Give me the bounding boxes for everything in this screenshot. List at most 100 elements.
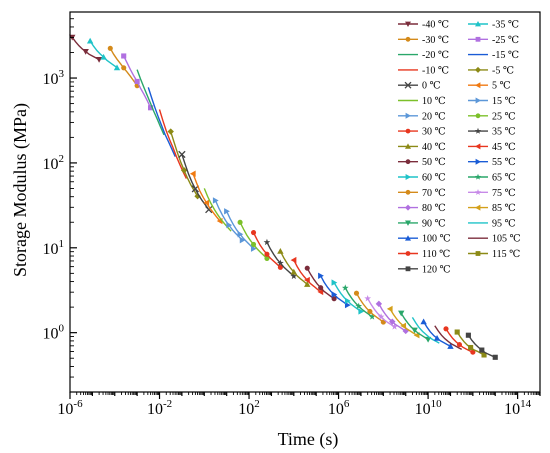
data-point [331,296,337,302]
legend-marker [405,266,411,272]
data-point [341,284,349,291]
data-point [386,305,393,313]
data-point [454,329,460,335]
legend-marker [405,159,411,165]
data-point [353,290,360,296]
legend-label: 40 ℃ [422,142,446,153]
data-point [317,288,324,296]
legend-marker [475,143,481,150]
data-point [367,308,373,315]
data-point [290,268,298,275]
series-3 [107,45,140,89]
legend-label: 25 ℃ [492,111,516,122]
data-point [212,197,219,204]
legend-label: 10 ℃ [422,96,446,107]
legend-marker [475,66,481,73]
data-point [465,332,471,338]
data-point [318,285,324,291]
data-point [447,343,454,349]
series-17 [277,247,311,287]
legend-label: 100 ℃ [422,234,451,245]
data-point [398,310,405,317]
legend-marker [405,189,411,195]
x-tick-label: 102 [238,398,259,418]
legend-item: 105 ℃ [468,234,521,245]
legend-item: 15 ℃ [468,96,516,107]
data-point [224,208,230,215]
data-point [107,45,113,51]
series-line [434,325,463,351]
data-point [277,264,283,270]
x-tick-label: 10-2 [147,398,172,418]
data-point [344,301,351,309]
series-29 [420,318,454,349]
legend-marker [475,158,481,165]
data-point [100,53,107,60]
x-tick-label: 1014 [504,398,532,418]
x-tick-label: 1010 [415,398,443,418]
series-line [136,69,165,136]
legend-label: 70 ℃ [422,188,446,199]
y-tick-label: 103 [43,68,65,88]
data-point [167,128,174,135]
legend-label: -40 ℃ [422,20,449,31]
data-point [95,57,103,63]
legend-label: 15 ℃ [492,96,516,107]
legend-item: 20 ℃ [398,111,446,122]
data-point [290,256,297,264]
legend-item: 70 ℃ [398,188,446,199]
legend-item: 75 ℃ [468,188,516,199]
legend-item: 120 ℃ [398,264,451,275]
legend-item: -30 ℃ [398,35,449,46]
legend-label: -25 ℃ [492,35,519,46]
legend-marker [475,113,481,119]
legend-label: 95 ℃ [492,218,516,229]
legend-marker [405,143,411,149]
legend-item: 0 ℃ [398,81,441,92]
legend-item: -5 ℃ [468,65,514,76]
legend-item: -15 ℃ [468,50,519,61]
data-point [86,37,94,44]
data-point [481,352,487,358]
series-27 [398,310,432,343]
legend-label: 65 ℃ [492,173,516,184]
data-point [331,291,338,298]
y-axis-title: Storage Modulus (MPa) [10,103,31,277]
series-33 [465,332,498,360]
series-4 [121,53,154,111]
axes: 10-6 10-2 102 106 1010 1014 100 101 102 103 [43,11,541,418]
series-18 [290,256,324,296]
legend-item: 45 ℃ [468,142,516,153]
series-5 [136,69,165,136]
legend-item: 80 ℃ [398,203,446,214]
data-point [420,318,427,325]
legend-item: -10 ℃ [398,65,449,76]
data-point [456,341,462,348]
legend-item: 65 ℃ [468,173,516,184]
legend-label: -35 ℃ [492,20,519,31]
data-point [121,65,127,71]
legend-item: 110 ℃ [398,249,450,260]
legend-marker [475,36,481,42]
legend: -40 ℃ -35 ℃ -30 ℃ -25 ℃ -20 ℃ -15 ℃ -10 ℃ -5 ℃ 0… [398,20,521,275]
data-point [358,308,365,315]
data-point [178,150,186,159]
legend-marker [405,204,411,211]
legend-item: 30 ℃ [398,127,446,138]
series-9 [178,150,213,214]
legend-item: 85 ℃ [468,203,516,214]
x-axis-title: Time (s) [278,429,339,450]
legend-marker [474,127,482,134]
legend-marker [404,81,412,89]
data-point [189,170,196,177]
series-30 [434,325,463,351]
legend-item: 60 ℃ [398,173,446,184]
data-point [355,302,363,309]
data-point [226,221,233,229]
legend-marker [475,251,481,256]
data-point [277,259,284,266]
data-point [443,326,449,332]
legend-item: 90 ℃ [398,218,446,229]
